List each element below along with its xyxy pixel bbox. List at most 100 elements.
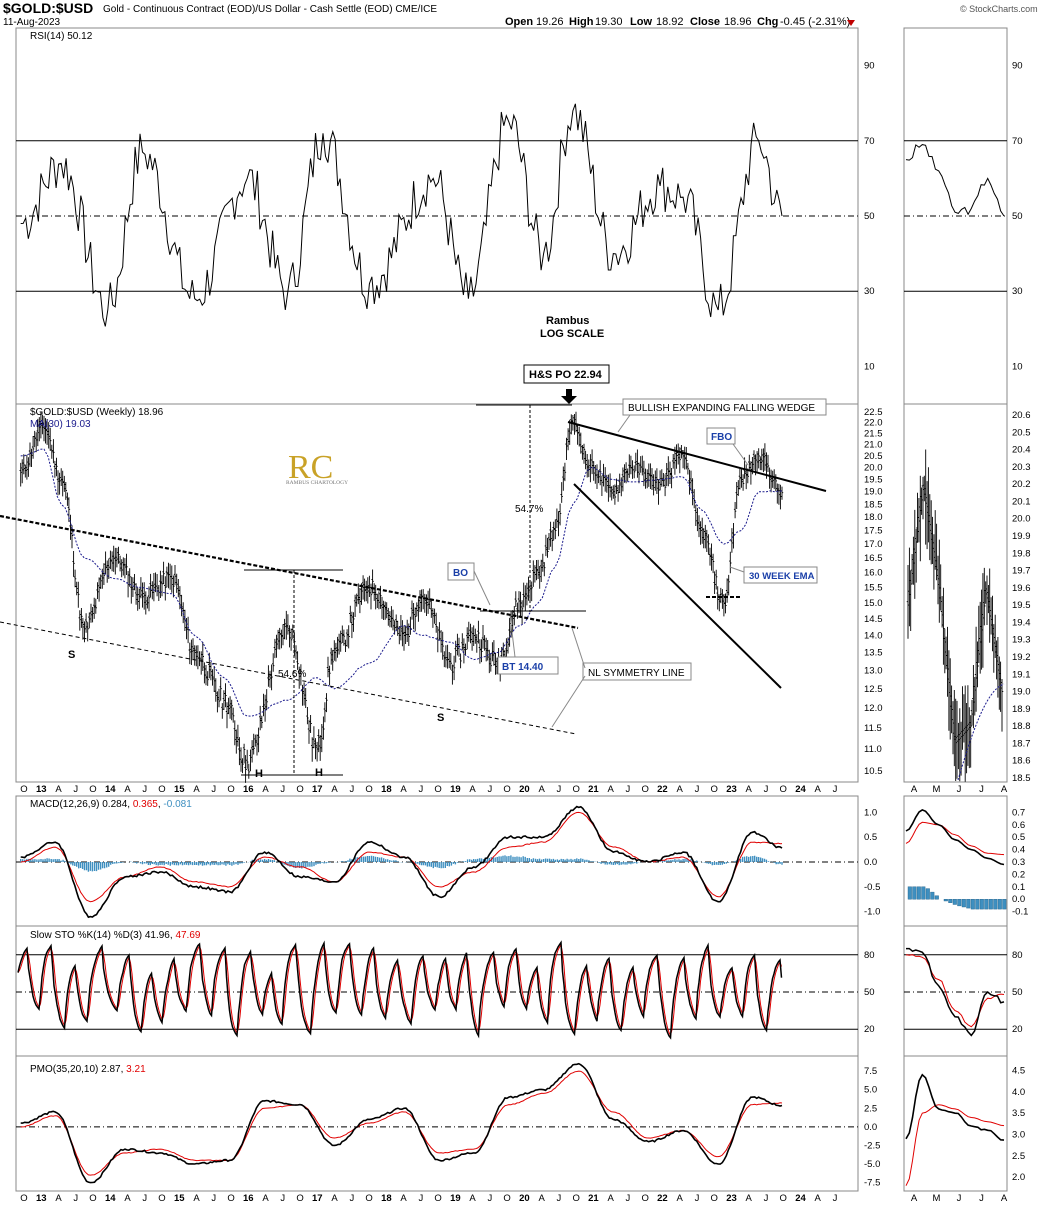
x-axis-label: O: [227, 1193, 234, 1204]
logo-text: RAMBUS CHARTOLOGY: [286, 480, 348, 486]
side-macd-ytick: 0.2: [1012, 869, 1025, 880]
ohlc-readout: Open 19.26 High 19.30 Low 18.92 Close 18…: [505, 16, 855, 28]
ema-pointer: [729, 566, 745, 573]
x-axis-label: O: [20, 1193, 27, 1204]
rsi-ytick: 70: [864, 136, 875, 147]
pmo-ytick: -7.5: [864, 1178, 880, 1189]
pmo-ytick: -5.0: [864, 1159, 880, 1170]
x-axis-label: 21: [588, 1193, 599, 1204]
title-part: ,: [158, 799, 164, 810]
down-arrow-icon: [561, 389, 577, 404]
x-axis-label: O: [296, 784, 303, 795]
side-price-ytick: 20.5: [1012, 427, 1031, 438]
x-axis-label: J: [488, 784, 493, 795]
x-axis-label: 19: [450, 784, 461, 795]
side-pmo-ytick: 4.5: [1012, 1066, 1025, 1077]
rsi-ytick: 10: [864, 361, 875, 372]
x-axis-label: 24: [795, 784, 806, 795]
x-axis-label: 14: [105, 1193, 116, 1204]
price-ytick: 12.0: [864, 703, 883, 714]
side-pmo-ytick: 3.5: [1012, 1108, 1025, 1119]
x-axis-label: A: [608, 784, 615, 795]
sto-pane: 20 20 50 50 80 80: [16, 940, 1023, 1040]
title-part: 0.365: [133, 799, 158, 810]
side-price-frame: [903, 403, 1008, 783]
price-ytick: 11.5: [864, 723, 882, 734]
pct-546: 54.6%: [278, 669, 306, 680]
macd-line: [20, 805, 783, 919]
side-macd-hist-bar: [966, 899, 971, 909]
wedge-label-box: [622, 398, 827, 416]
x-axis-label: 16: [243, 784, 254, 795]
price-pane: 10.5 11.0 11.5 12.0 12.5 13.0 13.5 14.0 14.5 15.0…: [19, 407, 1031, 784]
bo-pointer: [473, 570, 491, 606]
side-macd-hist-bar: [912, 886, 917, 900]
x-axis-label: O: [711, 1193, 718, 1204]
side-x-axis-label: J: [979, 784, 984, 795]
bt-label: BT 14.40: [502, 662, 544, 673]
x-axis-label: 13: [36, 784, 47, 795]
x-axis: O 13 A J O 14 A J O 15 A J O 16 A J O 17 A J O 18 A J O 19 A J O 20 A J…: [20, 784, 1008, 1204]
price-bars: [19, 411, 784, 783]
x-axis-label: A: [677, 784, 684, 795]
chart-date: 11-Aug-2023: [3, 17, 61, 28]
side-macd-ytick: 0.1: [1012, 882, 1025, 893]
side-sto-ytick: 80: [1012, 950, 1023, 961]
x-axis-label: O: [20, 784, 27, 795]
price-ytick: 15.0: [864, 598, 883, 609]
price-ytick: 16.5: [864, 553, 883, 564]
pane-frames: [15, 27, 1008, 1192]
x-axis-label: O: [434, 784, 441, 795]
side-macd-ytick: 0.4: [1012, 845, 1025, 856]
price-ytick: 15.5: [864, 583, 883, 594]
x-axis-label: A: [262, 1193, 269, 1204]
x-axis-label: 19: [450, 1193, 461, 1204]
title-part: 3.21: [126, 1064, 146, 1075]
x-axis-label: J: [211, 784, 216, 795]
x-axis-label: J: [557, 784, 562, 795]
x-axis-label: 17: [312, 784, 323, 795]
x-axis-label: A: [746, 1193, 753, 1204]
nl-label: NL SYMMETRY LINE: [588, 668, 685, 679]
side-macd-hist-bar: [975, 899, 980, 910]
side-rsi-ytick: 30: [1012, 286, 1023, 297]
x-axis-label: O: [365, 1193, 372, 1204]
x-axis-label: J: [419, 1193, 424, 1204]
title-part: MACD(12,26,9) 0.284,: [30, 799, 133, 810]
x-axis-label: A: [331, 1193, 338, 1204]
x-axis-label: J: [419, 784, 424, 795]
side-pmo-ytick: 3.0: [1012, 1130, 1025, 1141]
price-ytick: 16.0: [864, 568, 883, 579]
chg-label: Chg: [757, 16, 778, 28]
logo-letters: RC: [288, 449, 333, 486]
bo-label: BO: [453, 568, 468, 579]
x-axis-label: O: [503, 784, 510, 795]
price-ytick: 17.5: [864, 525, 883, 536]
price-ytick: 19.0: [864, 487, 883, 498]
side-sto-ytick: 50: [1012, 987, 1023, 998]
x-axis-label: A: [539, 1193, 546, 1204]
pmo-ytick: 2.5: [864, 1103, 877, 1114]
x-axis-label: O: [780, 784, 787, 795]
side-rsi-ytick: 90: [1012, 61, 1023, 72]
side-price-ytick: 19.9: [1012, 531, 1031, 542]
side-macd-hist-bar: [943, 899, 948, 902]
side-x-axis-label: A: [911, 784, 918, 795]
pmo-pane: -7.5 -5.0 -2.5 0.0 2.5 5.0 7.5 2.0 2.5 3.0 3.5 4.0 4…: [16, 1062, 1025, 1189]
side-macd-ytick: 0.6: [1012, 820, 1025, 831]
side-price-ytick: 19.2: [1012, 652, 1031, 663]
x-axis-label: A: [815, 784, 822, 795]
side-price-ytick: 19.4: [1012, 617, 1031, 628]
side-macd-hist-bar: [979, 899, 984, 910]
x-axis-label: 18: [381, 784, 392, 795]
pmo-ytick: 0.0: [864, 1122, 877, 1133]
x-axis-label: 16: [243, 1193, 254, 1204]
price-title: $GOLD:$USD (Weekly) 18.96: [30, 407, 164, 418]
log-scale-label: LOG SCALE: [540, 328, 604, 340]
price-ytick: 21.0: [864, 440, 883, 451]
side-rsi-ytick: 10: [1012, 361, 1023, 372]
x-axis-label: J: [211, 1193, 216, 1204]
wedge-label: BULLISH EXPANDING FALLING WEDGE: [628, 403, 815, 414]
shoulder-left: S: [68, 649, 75, 661]
side-macd-hist-bar: [907, 886, 912, 900]
